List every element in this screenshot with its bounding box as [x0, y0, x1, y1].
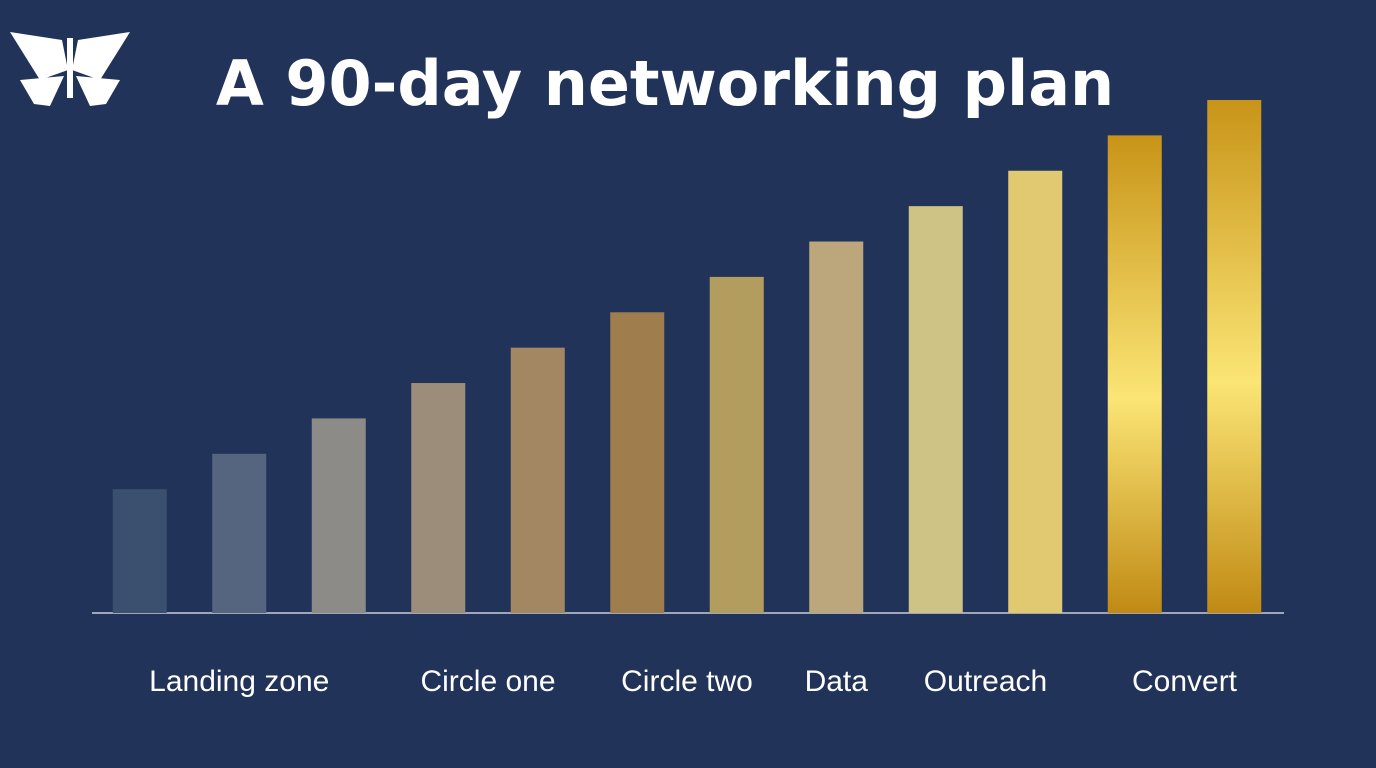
bar: [610, 312, 665, 613]
bar: [212, 453, 267, 613]
x-tick-label: Landing zone: [149, 665, 329, 698]
x-tick-label: Outreach: [924, 665, 1047, 698]
logo: [10, 32, 130, 106]
bar: [809, 241, 864, 613]
bar: [1207, 100, 1262, 613]
chart-title: A 90-day networking plan: [216, 47, 1114, 120]
bar: [510, 347, 565, 613]
x-tick-label: Circle one: [420, 665, 555, 698]
x-tick-label: Circle two: [621, 665, 753, 698]
bar: [112, 489, 167, 613]
bar: [709, 276, 764, 613]
bar: [908, 206, 963, 613]
bar: [411, 383, 466, 613]
bar: [1008, 170, 1063, 614]
bar: [311, 418, 366, 613]
x-tick-label: Convert: [1132, 665, 1238, 698]
x-tick-label: Data: [805, 665, 869, 698]
bar: [1107, 135, 1162, 613]
